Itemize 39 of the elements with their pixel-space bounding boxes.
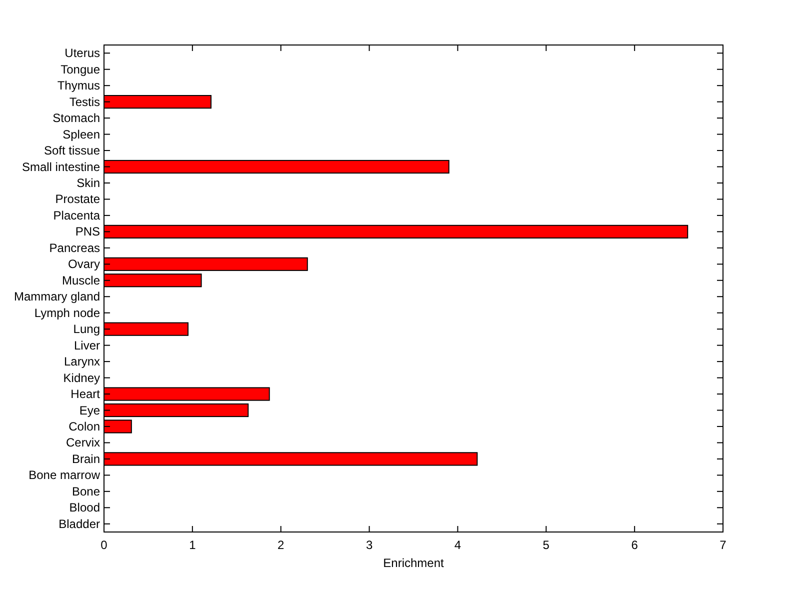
x-tick-label: 5	[542, 538, 550, 552]
y-tick-label: Tongue	[60, 62, 100, 76]
y-tick-label: Spleen	[62, 127, 100, 142]
y-tick-label: Heart	[70, 387, 101, 402]
x-tick-label: 1	[189, 538, 196, 552]
y-tick-label: Stomach	[52, 111, 100, 126]
x-axis-title: Enrichment	[383, 556, 445, 570]
y-tick-label: Bone marrow	[28, 468, 100, 482]
x-tick-label: 3	[366, 538, 373, 552]
y-tick-label: Pancreas	[49, 240, 100, 255]
y-tick-label: Colon	[68, 419, 100, 434]
y-tick-label: Kidney	[63, 370, 100, 385]
y-tick-label: PNS	[75, 224, 100, 239]
y-tick-label: Liver	[74, 338, 100, 352]
y-tick-label: Mammary gland	[14, 290, 100, 304]
y-tick-label: Testis	[69, 94, 100, 109]
y-tick-label: Skin	[76, 176, 100, 190]
y-tick-label: Bladder	[58, 516, 100, 531]
y-tick-label: Ovary	[68, 257, 100, 272]
y-tick-label: Lymph node	[34, 306, 100, 320]
y-tick-label: Small intestine	[22, 160, 100, 174]
y-tick-label: Blood	[69, 500, 100, 515]
y-tick-label: Eye	[79, 403, 100, 418]
x-tick-label: 6	[631, 538, 638, 552]
y-tick-label: Thymus	[57, 78, 100, 93]
y-tick-label: Cervix	[66, 436, 100, 450]
x-tick-label: 2	[278, 538, 285, 552]
y-tick-label: Muscle	[62, 273, 100, 288]
y-tick-label: Brain	[72, 452, 100, 466]
x-tick-label: 7	[720, 538, 727, 552]
y-tick-label: Uterus	[64, 46, 100, 60]
x-tick-label: 0	[100, 538, 108, 552]
y-tick-label: Soft tissue	[44, 144, 100, 158]
y-tick-label: Prostate	[55, 192, 100, 206]
y-tick-label: Bone	[72, 484, 100, 498]
y-tick-label: Larynx	[64, 354, 100, 369]
x-tick-label: 4	[454, 538, 462, 552]
y-tick-label: Placenta	[53, 208, 100, 222]
y-tick-label: Lung	[73, 322, 100, 336]
